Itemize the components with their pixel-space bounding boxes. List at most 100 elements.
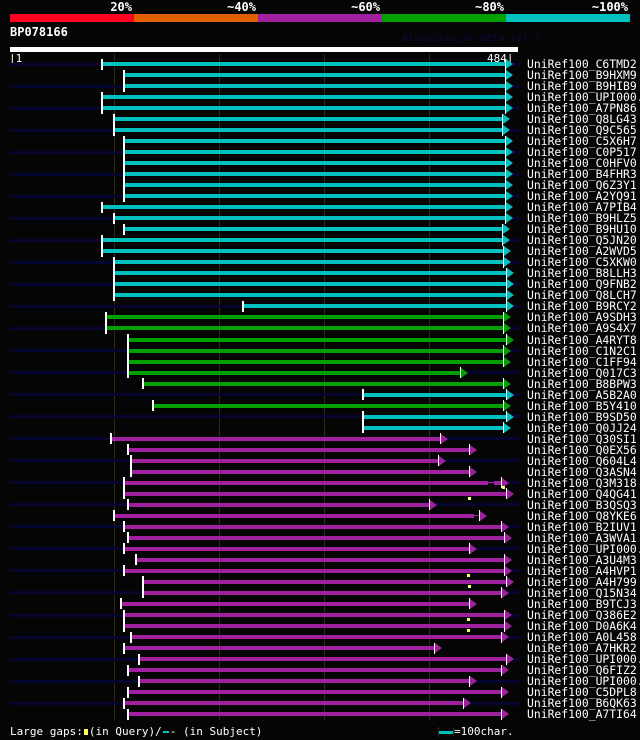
hit-label[interactable]: UniRef100_Q0JJ24 [527, 420, 637, 435]
hit-label[interactable]: UniRef100_B9HIB9 [527, 79, 637, 94]
hit-label[interactable]: UniRef100_A5B2A0 [527, 387, 637, 402]
hit-label[interactable]: UniRef100_B8LLH3 [527, 266, 637, 281]
hit-bar[interactable] [493, 480, 501, 485]
hit-bar[interactable] [124, 568, 504, 573]
hit-bar[interactable] [124, 161, 505, 166]
hit-label[interactable]: UniRef100_Q6Z3Y1 [527, 178, 637, 193]
hit-label[interactable]: UniRef100_Q8LG43 [527, 112, 637, 127]
hit-bar[interactable] [124, 624, 504, 629]
hit-bar[interactable] [124, 194, 505, 199]
hit-bar[interactable] [124, 183, 505, 188]
hit-bar[interactable] [127, 502, 430, 507]
hit-label[interactable]: UniRef100_Q8LCH7 [527, 288, 637, 303]
hit-bar[interactable] [102, 238, 502, 243]
hit-bar[interactable] [113, 117, 502, 122]
hit-label[interactable]: UniRef100_Q15N34 [527, 585, 637, 600]
hit-bar[interactable] [139, 657, 506, 662]
hit-bar[interactable] [113, 128, 502, 133]
hit-label[interactable]: UniRef100_B9HU10 [527, 222, 637, 237]
hit-bar[interactable] [127, 690, 501, 695]
hit-bar[interactable] [124, 701, 463, 706]
hit-label[interactable]: UniRef100_B9HLZ5 [527, 211, 637, 226]
hit-bar[interactable] [124, 139, 505, 144]
hit-bar[interactable] [143, 579, 506, 584]
hit-label[interactable]: UniRef100_Q3ASN4 [527, 464, 637, 479]
hit-label[interactable]: UniRef100_A2YQ91 [527, 189, 637, 204]
hit-bar[interactable] [124, 646, 435, 651]
hit-bar[interactable] [105, 326, 503, 331]
hit-bar[interactable] [127, 668, 501, 673]
hit-label[interactable]: UniRef100_A7TI64 [527, 707, 637, 722]
hit-bar[interactable] [127, 370, 460, 375]
hit-label[interactable]: UniRef100_A3U4M3 [527, 552, 637, 567]
hit-label[interactable]: UniRef100_Q6FIZ2 [527, 663, 637, 678]
hit-label[interactable]: UniRef100_A4H799 [527, 574, 637, 589]
hit-label[interactable]: UniRef100_C6TMD2 [527, 57, 637, 71]
hit-label[interactable]: UniRef100_A9S4X7 [527, 321, 637, 336]
hit-label[interactable]: UniRef100_B9HXM9 [527, 68, 637, 83]
hit-label[interactable]: UniRef100_C0HFV0 [527, 156, 637, 171]
hit-label[interactable]: UniRef100_A4HVP1 [527, 563, 637, 578]
hit-bar[interactable] [102, 249, 503, 254]
hit-label[interactable]: UniRef100_Q604L4 [527, 453, 637, 468]
hit-bar[interactable] [130, 458, 438, 463]
hit-label[interactable]: UniRef100_A4RYT8 [527, 332, 637, 347]
hit-label[interactable]: UniRef100_B8BPW3 [527, 376, 637, 391]
hit-bar[interactable] [113, 293, 506, 298]
hit-bar[interactable] [127, 447, 470, 452]
hit-bar[interactable] [135, 557, 504, 562]
hit-label[interactable]: UniRef100_C1N2C1 [527, 343, 637, 358]
hit-label[interactable]: UniRef100_Q3M318 [527, 475, 637, 490]
hit-label[interactable]: UniRef100_C1FF94 [527, 354, 637, 369]
hit-bar[interactable] [130, 469, 470, 474]
hit-bar[interactable] [113, 282, 506, 287]
hit-label[interactable]: UniRef100_Q386E2 [527, 608, 637, 622]
hit-label[interactable]: UniRef100_A7PIB4 [527, 200, 637, 215]
hit-label[interactable]: UniRef100_Q9FNB2 [527, 277, 637, 292]
hit-bar[interactable] [143, 590, 501, 595]
hit-bar[interactable] [124, 491, 506, 496]
hit-bar[interactable] [113, 271, 506, 276]
hit-bar[interactable] [127, 348, 503, 353]
hit-label[interactable]: UniRef100_UPI000.. [527, 90, 640, 105]
hit-bar[interactable] [102, 205, 505, 210]
hit-bar[interactable] [113, 513, 474, 518]
hit-label[interactable]: UniRef100_A9SDH3 [527, 310, 637, 325]
hit-bar[interactable] [124, 84, 505, 89]
hit-bar[interactable] [124, 172, 505, 177]
hit-label[interactable]: UniRef100_Q30SI1 [527, 431, 637, 446]
hit-bar[interactable] [139, 679, 470, 684]
hit-bar[interactable] [127, 712, 501, 717]
hit-bar[interactable] [152, 403, 503, 408]
hit-bar[interactable] [124, 150, 505, 155]
hit-bar[interactable] [110, 436, 440, 441]
hit-bar[interactable] [243, 304, 506, 309]
hit-bar[interactable] [127, 535, 504, 540]
hit-label[interactable]: UniRef100_UPI000.. [527, 674, 640, 689]
hit-label[interactable]: UniRef100_B9RCY2 [527, 299, 637, 314]
hit-bar[interactable] [102, 62, 505, 66]
hit-bar[interactable] [102, 106, 505, 111]
hit-label[interactable]: UniRef100_B6QK63 [527, 696, 637, 711]
hit-label[interactable]: UniRef100_A0L458 [527, 630, 637, 645]
hit-label[interactable]: UniRef100_A7HKR2 [527, 641, 637, 656]
hit-label[interactable]: UniRef100_A2WVD5 [527, 244, 637, 259]
hit-label[interactable]: UniRef100_A3WVA1 [527, 530, 637, 545]
hit-bar[interactable] [124, 480, 488, 485]
hit-label[interactable]: UniRef100_Q4QG41 [527, 486, 637, 501]
hit-label[interactable]: UniRef100_C5DPL8 [527, 685, 637, 700]
hit-bar[interactable] [124, 524, 501, 529]
hit-bar[interactable] [362, 414, 506, 419]
hit-bar[interactable] [102, 95, 505, 100]
hit-label[interactable]: UniRef100_D0A6K4 [527, 619, 637, 634]
hit-bar[interactable] [121, 601, 470, 606]
hit-label[interactable]: UniRef100_Q8YKE6 [527, 508, 637, 523]
hit-bar[interactable] [127, 359, 503, 364]
hit-label[interactable]: UniRef100_B5Y410 [527, 398, 637, 413]
hit-label[interactable]: UniRef100_UPI000.. [527, 652, 640, 667]
hit-label[interactable]: UniRef100_Q5JN20 [527, 233, 637, 248]
hit-bar[interactable] [105, 315, 503, 320]
hit-bar[interactable] [127, 337, 506, 342]
hit-label[interactable]: UniRef100_Q9C565 [527, 123, 637, 138]
hit-bar[interactable] [130, 635, 501, 640]
